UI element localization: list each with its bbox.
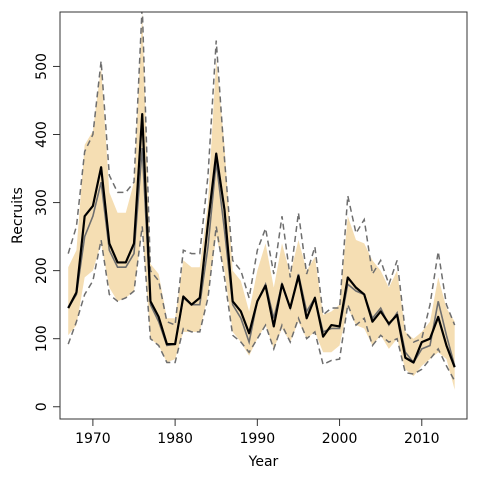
y-axis-title: Recruits [10,187,26,244]
x-tick-label: 2010 [404,431,440,447]
y-tick-label: 0 [34,402,50,411]
y-tick-label: 500 [34,53,50,80]
x-tick-label: 2000 [322,431,358,447]
y-tick-label: 400 [34,121,50,148]
y-tick-label: 300 [34,189,50,216]
x-tick-label: 1970 [75,431,111,447]
plot-frame [59,11,468,420]
band-area [68,12,455,390]
x-tick-label: 1990 [240,431,276,447]
x-tick-label: 1980 [157,431,193,447]
mean-line [67,112,456,368]
upper-bound-dashed-line [67,12,456,343]
mean-series-line [67,112,456,368]
x-axis: 1970 1980 1990 2000 2010 [75,419,440,447]
y-axis: 0 100 200 300 400 500 [34,53,60,411]
credible-interval-band [68,12,455,390]
y-tick-label: 100 [34,325,50,352]
interval-bound-lines [67,12,456,382]
lower-bound-dashed-line [67,226,456,382]
x-axis-title: Year [248,454,279,470]
y-tick-label: 200 [34,257,50,284]
